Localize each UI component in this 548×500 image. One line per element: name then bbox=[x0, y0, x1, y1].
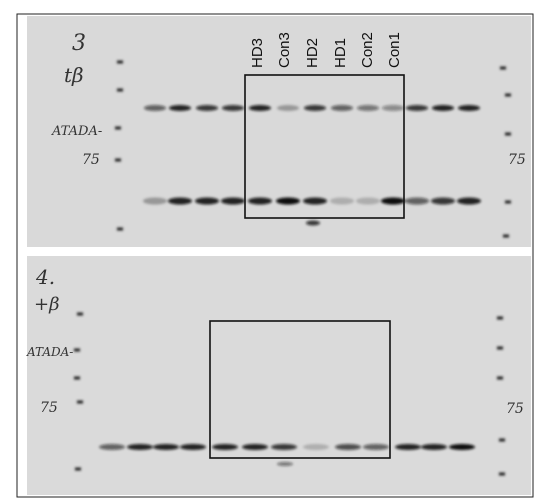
ladder-mark bbox=[75, 468, 81, 471]
band bbox=[212, 444, 238, 450]
ladder-mark bbox=[500, 67, 506, 70]
band bbox=[381, 198, 405, 205]
ladder-mark bbox=[115, 159, 121, 162]
band bbox=[144, 105, 166, 111]
band bbox=[221, 198, 245, 205]
marker-label: 75 bbox=[82, 152, 100, 168]
band bbox=[248, 198, 272, 205]
band bbox=[431, 198, 455, 205]
band bbox=[357, 105, 379, 111]
marker-label: +β bbox=[34, 294, 60, 315]
ladder-mark bbox=[505, 94, 511, 97]
band bbox=[306, 221, 320, 226]
band bbox=[330, 198, 354, 205]
band bbox=[222, 105, 244, 111]
band bbox=[363, 444, 389, 450]
band bbox=[276, 198, 300, 205]
band bbox=[242, 444, 268, 450]
band bbox=[303, 444, 329, 450]
ladder-mark bbox=[503, 235, 509, 238]
marker-label: tβ bbox=[64, 63, 84, 87]
band bbox=[277, 462, 293, 466]
band bbox=[249, 105, 271, 111]
ladder-mark bbox=[497, 377, 503, 380]
panel-number: 3 bbox=[72, 31, 86, 56]
lane-label: HD2 bbox=[304, 38, 321, 68]
band bbox=[304, 105, 326, 111]
ladder-mark bbox=[505, 133, 511, 136]
band bbox=[277, 105, 299, 111]
marker-label: 75 bbox=[40, 400, 58, 416]
ladder-mark bbox=[505, 201, 511, 204]
lane-label: HD1 bbox=[332, 38, 349, 68]
figure: 3 tβ ATADA- 75 75 4. +β ATADA- 75 75 HD3… bbox=[0, 0, 548, 500]
band bbox=[406, 105, 428, 111]
lane-label: HD3 bbox=[249, 38, 266, 68]
marker-label: 75 bbox=[508, 152, 526, 168]
ladder-mark bbox=[497, 347, 503, 350]
ladder-mark bbox=[117, 228, 123, 231]
band bbox=[335, 444, 361, 450]
band bbox=[303, 198, 327, 205]
panel-number: 4. bbox=[35, 265, 55, 289]
lane-label: Con2 bbox=[359, 32, 376, 68]
band bbox=[168, 198, 192, 205]
band bbox=[331, 105, 353, 111]
band bbox=[195, 198, 219, 205]
band bbox=[432, 105, 454, 111]
band bbox=[405, 198, 429, 205]
ladder-mark bbox=[499, 439, 505, 442]
band bbox=[421, 444, 447, 450]
band bbox=[382, 105, 404, 111]
blot-panel-bottom bbox=[27, 256, 531, 495]
band bbox=[169, 105, 191, 111]
band bbox=[271, 444, 297, 450]
marker-label: ATADA- bbox=[51, 124, 102, 139]
marker-label: 75 bbox=[506, 401, 524, 417]
lane-label: Con3 bbox=[276, 32, 293, 68]
band bbox=[395, 444, 421, 450]
marker-label: ATADA- bbox=[26, 345, 73, 359]
band bbox=[457, 198, 481, 205]
ladder-mark bbox=[74, 349, 80, 352]
ladder-mark bbox=[74, 377, 80, 380]
band bbox=[153, 444, 179, 450]
band bbox=[99, 444, 125, 450]
lane-label: Con1 bbox=[386, 32, 403, 68]
band bbox=[127, 444, 153, 450]
ladder-mark bbox=[497, 317, 503, 320]
band bbox=[356, 198, 380, 205]
band bbox=[458, 105, 480, 111]
ladder-mark bbox=[115, 127, 121, 130]
band bbox=[449, 444, 475, 450]
band bbox=[143, 198, 167, 205]
ladder-mark bbox=[117, 89, 123, 92]
ladder-mark bbox=[77, 313, 83, 316]
band bbox=[196, 105, 218, 111]
ladder-mark bbox=[499, 473, 505, 476]
ladder-mark bbox=[117, 61, 123, 64]
ladder-mark bbox=[77, 401, 83, 404]
band bbox=[180, 444, 206, 450]
